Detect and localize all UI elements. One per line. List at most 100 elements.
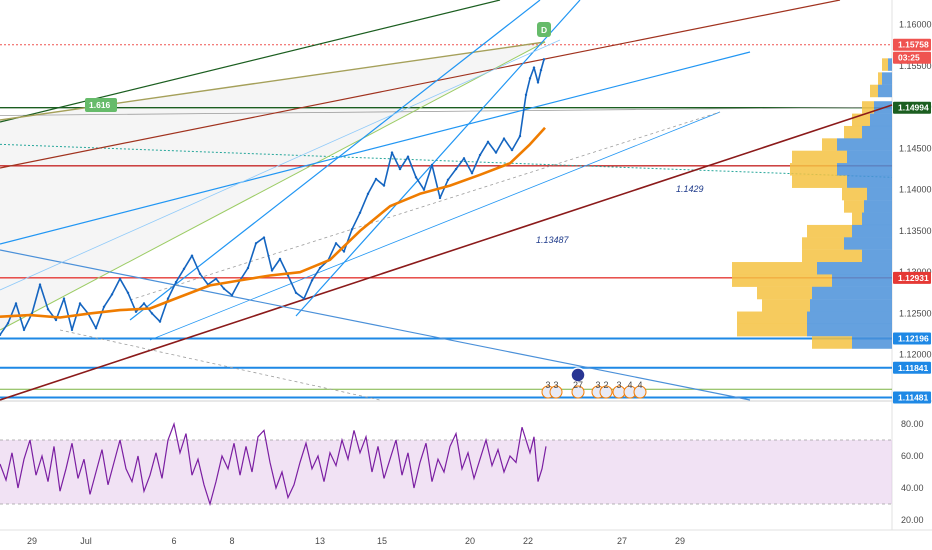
price-point-24[interactable] (190, 254, 194, 257)
price-point-53[interactable] (422, 188, 426, 191)
volume-bar-down-2 (870, 84, 878, 98)
price-tag-1[interactable] (893, 51, 931, 64)
price-point-57[interactable] (454, 167, 458, 171)
price-tag-0[interactable] (893, 38, 931, 51)
rising-support-line[interactable] (0, 104, 893, 401)
price-point-33[interactable] (262, 236, 266, 239)
price-point-49[interactable] (390, 151, 394, 154)
price-point-2[interactable] (14, 302, 18, 305)
price-tag-5[interactable] (893, 361, 931, 374)
price-point-59[interactable] (470, 171, 474, 175)
event-flag-icon-7[interactable] (633, 385, 647, 399)
price-tag-3[interactable] (893, 271, 931, 284)
light-channel-line[interactable] (0, 39, 561, 291)
pattern-point-d-box[interactable] (537, 22, 551, 37)
price-point-68[interactable] (532, 66, 536, 69)
price-point-40[interactable] (318, 266, 322, 270)
dashed-projection-1[interactable] (59, 329, 381, 401)
price-point-63[interactable] (502, 137, 506, 140)
price-point-54[interactable] (430, 163, 434, 167)
price-tag-6[interactable] (893, 391, 931, 404)
price-point-13[interactable] (102, 305, 106, 309)
price-point-60[interactable] (478, 153, 482, 157)
price-point-7[interactable] (54, 318, 58, 322)
price-point-62[interactable] (494, 151, 498, 154)
price-point-22[interactable] (174, 280, 178, 284)
price-point-10[interactable] (78, 302, 82, 305)
price-point-51[interactable] (406, 155, 410, 158)
channel-right-line[interactable] (295, 0, 581, 317)
price-point-9[interactable] (70, 328, 74, 332)
price-point-29[interactable] (230, 294, 234, 297)
price-point-43[interactable] (342, 250, 346, 253)
price-point-8[interactable] (62, 297, 66, 300)
price-point-67[interactable] (528, 77, 532, 80)
price-point-42[interactable] (334, 242, 338, 245)
price-point-28[interactable] (222, 287, 226, 290)
price-point-44[interactable] (350, 228, 354, 231)
pattern-xa-line[interactable] (0, 41, 546, 331)
price-point-17[interactable] (134, 310, 138, 313)
price-point-16[interactable] (126, 291, 130, 294)
fib-label-box[interactable] (85, 98, 117, 112)
channel-left-line[interactable] (129, 0, 541, 321)
event-flag-icon-1[interactable] (549, 385, 563, 399)
price-point-38[interactable] (302, 297, 306, 300)
price-point-27[interactable] (214, 277, 218, 280)
price-point-34[interactable] (270, 269, 274, 272)
falling-line[interactable] (0, 249, 751, 401)
price-point-20[interactable] (158, 320, 162, 323)
price-point-64[interactable] (510, 148, 514, 152)
price-point-69[interactable] (536, 81, 540, 84)
price-point-37[interactable] (294, 291, 298, 294)
price-point-48[interactable] (382, 184, 386, 187)
price-point-35[interactable] (278, 257, 282, 261)
price-point-55[interactable] (438, 196, 442, 200)
price-point-66[interactable] (524, 93, 528, 97)
price-point-23[interactable] (182, 267, 186, 271)
price-point-25[interactable] (198, 272, 202, 276)
volume-bar-down-3 (862, 101, 874, 114)
price-point-58[interactable] (462, 157, 466, 160)
gray-level-line[interactable] (0, 106, 893, 116)
dotted-trend-line[interactable] (0, 143, 893, 178)
price-point-0[interactable] (0, 333, 2, 337)
upper-resistance-line[interactable] (0, 0, 841, 169)
price-point-1[interactable] (6, 322, 10, 325)
series-price[interactable] (0, 59, 545, 336)
price-point-32[interactable] (254, 242, 258, 245)
price-point-21[interactable] (166, 297, 170, 300)
event-calendar-icon[interactable] (570, 367, 586, 383)
price-point-52[interactable] (414, 176, 418, 179)
price-point-46[interactable] (366, 192, 370, 196)
price-point-12[interactable] (94, 327, 98, 330)
price-point-50[interactable] (398, 167, 402, 171)
price-point-56[interactable] (446, 178, 450, 181)
price-point-15[interactable] (118, 277, 122, 280)
price-point-31[interactable] (246, 266, 250, 270)
price-tag-2[interactable] (893, 101, 931, 114)
price-tag-4[interactable] (893, 332, 931, 345)
channel-mid-line[interactable] (0, 51, 751, 245)
event-flag-icon-2[interactable] (571, 385, 585, 399)
series-ma-slow[interactable] (0, 126, 546, 319)
price-point-71[interactable] (542, 58, 546, 61)
price-point-14[interactable] (110, 293, 114, 296)
channel-base-line[interactable] (149, 111, 721, 341)
price-point-70[interactable] (539, 68, 543, 72)
price-point-18[interactable] (142, 302, 146, 305)
price-point-45[interactable] (358, 211, 362, 214)
price-point-5[interactable] (38, 283, 42, 286)
event-flag-icon-4[interactable] (599, 385, 613, 399)
price-point-39[interactable] (310, 279, 314, 282)
price-point-3[interactable] (22, 328, 26, 332)
green-trend-line[interactable] (0, 0, 501, 123)
rsi-line[interactable] (0, 421, 547, 507)
price-point-47[interactable] (374, 177, 378, 181)
price-point-61[interactable] (486, 140, 490, 144)
price-point-19[interactable] (150, 312, 154, 315)
dashed-projection-2[interactable] (129, 111, 721, 301)
price-point-6[interactable] (46, 308, 50, 311)
price-point-65[interactable] (518, 134, 522, 138)
